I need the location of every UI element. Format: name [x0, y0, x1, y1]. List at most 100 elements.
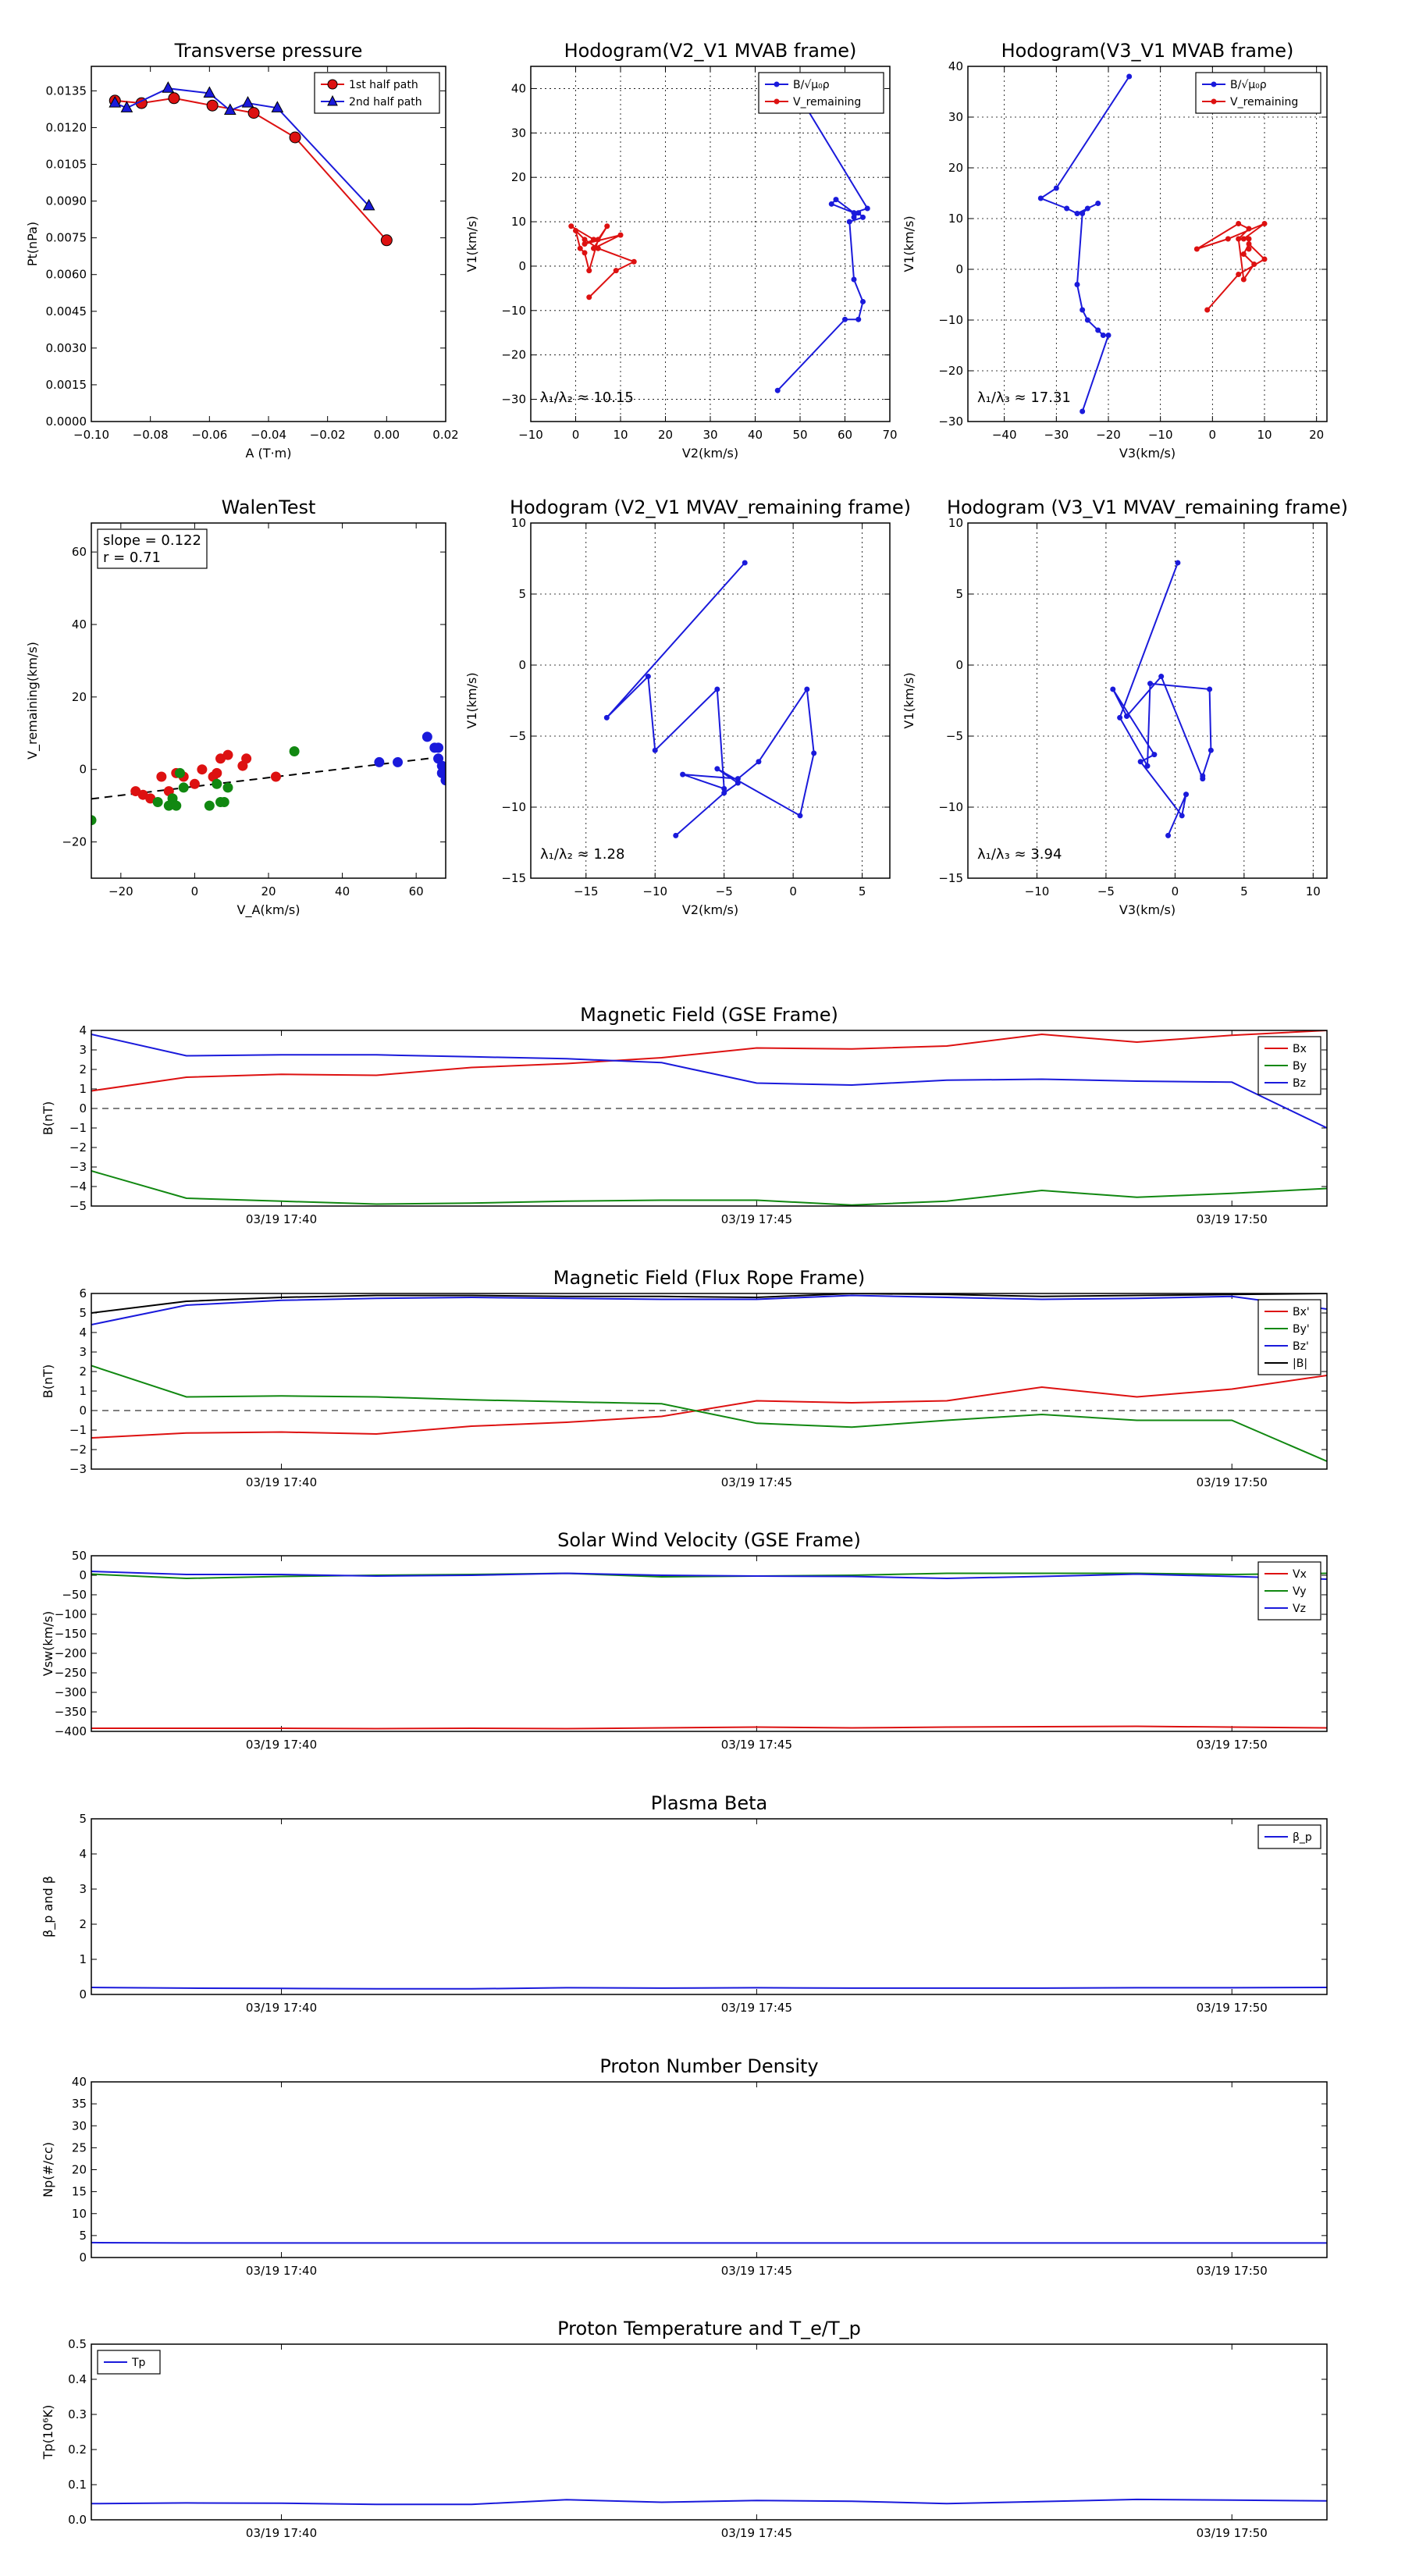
ratio-annotation: λ₁/λ₂ ≈ 10.15 [540, 390, 634, 406]
plot-area [108, 81, 393, 247]
x-axis-label: V2(km/s) [682, 446, 738, 461]
x-tick-label: 03/19 17:45 [721, 1212, 792, 1226]
chart-title: Hodogram(V2_V1 MVAB frame) [564, 40, 857, 62]
y-tick-label: 10 [948, 516, 963, 530]
y-tick-label: 0 [79, 1568, 87, 1582]
legend-label: B/√μ₀ρ [1230, 79, 1267, 91]
plot-area [1037, 73, 1268, 415]
series-point [631, 258, 637, 265]
series-point [1080, 408, 1086, 415]
scatter-point [374, 756, 385, 767]
series-point [1240, 276, 1247, 283]
series-line [115, 97, 388, 241]
series-point [595, 245, 601, 251]
plot-frame [91, 522, 446, 879]
x-tick-label: 60 [409, 884, 424, 898]
series-point [756, 759, 762, 765]
chart-np: Proton Number Density 03/19 17:40 03/19 17… [41, 2055, 1328, 2278]
x-tick-label: 03/19 17:45 [721, 2264, 792, 2278]
x-tick-label: 03/19 17:45 [721, 2526, 792, 2540]
scatter-point [222, 749, 233, 760]
x-tick-label: 40 [748, 428, 763, 442]
series-point [851, 276, 857, 283]
legend-box [758, 72, 884, 114]
legend: β_p [1257, 1824, 1321, 1849]
scatter-point [440, 775, 446, 786]
legend-marker [1211, 98, 1217, 105]
series-point [1117, 714, 1123, 720]
scatter-point [212, 767, 222, 778]
y-tick-label: 0.0030 [46, 341, 87, 355]
x-tick-label: −20 [108, 884, 133, 898]
x-tick-label: −10 [518, 428, 543, 442]
legend-label: Vy [1293, 1585, 1307, 1598]
y-tick-label: 40 [511, 81, 526, 95]
y-tick-label: 10 [72, 2207, 87, 2221]
series-point [582, 250, 588, 256]
legend: Vx Vy Vz [1257, 1561, 1321, 1621]
legend-marker [774, 81, 780, 87]
series-point [714, 686, 720, 692]
legend-label: 2nd half path [349, 96, 422, 109]
series-point [721, 785, 727, 792]
y-tick-label: −5 [509, 729, 526, 743]
y-tick-label: 0 [79, 2250, 87, 2265]
y-tick-label: 0.0015 [46, 378, 87, 392]
y-tick-label: 0 [955, 658, 963, 672]
x-axis-label: V_A(km/s) [237, 902, 301, 918]
legend-label: Tp [131, 2357, 146, 2369]
x-tick-label: 0 [191, 884, 199, 898]
y-tick-label: −1 [69, 1121, 87, 1135]
x-tick-label: 20 [658, 428, 673, 442]
y-tick-label: 1 [79, 1952, 87, 1966]
x-tick-label: −5 [716, 884, 733, 898]
chart-h1: Hodogram(V2_V1 MVAB frame) −10 0 10 20 30 40 50… [464, 40, 898, 461]
y-tick-label: 4 [79, 1847, 87, 1861]
x-tick-label: −10 [1025, 884, 1050, 898]
y-tick-label: 0 [518, 658, 526, 672]
series-point [1236, 236, 1242, 242]
x-tick-label: 03/19 17:40 [246, 2001, 317, 2015]
plot-frame [530, 66, 891, 422]
series-line [91, 1170, 1327, 1206]
series-point [617, 232, 624, 238]
series-point [851, 210, 857, 216]
series-line [91, 1572, 1327, 1580]
stats-line: r = 0.71 [103, 550, 161, 566]
x-tick-label: 03/19 17:40 [246, 1475, 317, 1489]
plot-frame [91, 2343, 1328, 2521]
scatter-point [433, 742, 444, 753]
series-point [1240, 236, 1247, 242]
y-axis-label: V1(km/s) [464, 215, 479, 272]
plot-frame [91, 1555, 1328, 1732]
x-tick-label: 70 [882, 428, 897, 442]
plot-frame [91, 66, 446, 422]
series-point [1225, 236, 1231, 242]
legend-marker [327, 94, 338, 106]
y-tick-label: 0.3 [68, 2407, 87, 2421]
y-tick-label: 0.0060 [46, 268, 87, 282]
series-line [606, 562, 815, 837]
series-point [860, 298, 866, 304]
legend: Tp [97, 2350, 161, 2375]
series-point [1240, 251, 1247, 257]
series-point [735, 776, 741, 782]
x-tick-label: −0.06 [191, 428, 227, 442]
y-tick-label: 0 [79, 763, 87, 777]
x-tick-label: −0.02 [310, 428, 346, 442]
y-tick-label: 3 [79, 1345, 87, 1359]
y-tick-label: −1 [69, 1423, 87, 1437]
x-tick-label: −40 [992, 428, 1017, 442]
series-line [91, 2498, 1327, 2506]
x-tick-label: 03/19 17:45 [721, 2001, 792, 2015]
plot-frame [91, 1030, 1328, 1207]
y-tick-label: 4 [79, 1023, 87, 1037]
series-point [680, 771, 686, 777]
chart-vsw: Solar Wind Velocity (GSE Frame) 03/19 17:… [41, 1529, 1328, 1752]
y-tick-label: −20 [938, 364, 963, 378]
series-marker [203, 86, 216, 98]
plot-frame [967, 66, 1328, 422]
x-tick-label: 0 [572, 428, 580, 442]
x-tick-label: −20 [1096, 428, 1121, 442]
